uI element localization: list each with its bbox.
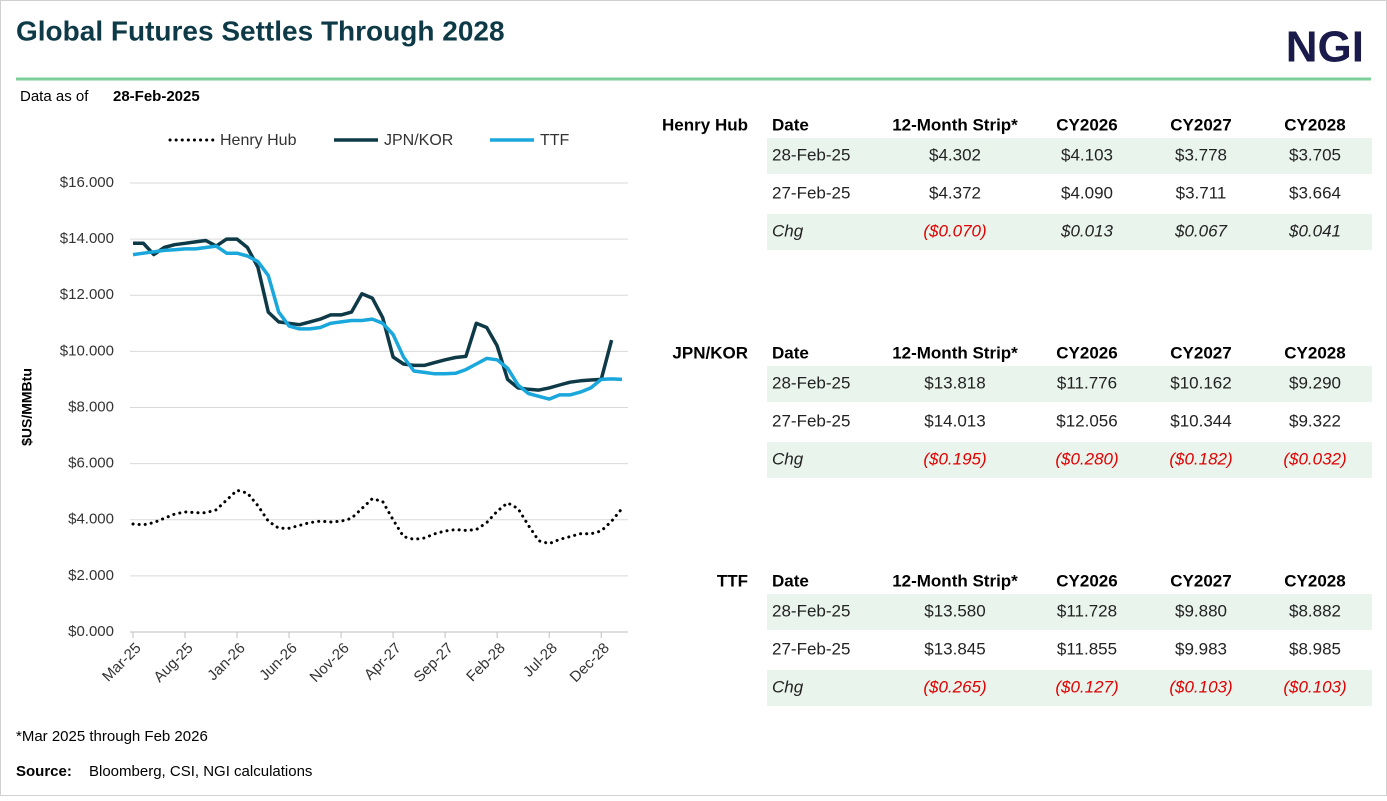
y-tick-label: $14.000 xyxy=(60,230,114,247)
table-header: CY2026 xyxy=(1056,115,1117,134)
table-cell: 27-Feb-25 xyxy=(772,639,850,658)
table-cell: 28-Feb-25 xyxy=(772,373,850,392)
table-header: CY2027 xyxy=(1170,571,1231,590)
table-cell: ($0.127) xyxy=(1055,677,1118,696)
table-cell: $9.290 xyxy=(1289,373,1341,392)
as-of-date: 28-Feb-2025 xyxy=(113,88,200,105)
y-tick-label: $16.000 xyxy=(60,174,114,191)
table-cell: $3.778 xyxy=(1175,145,1227,164)
row-shade xyxy=(767,138,1372,174)
table-cell: ($0.280) xyxy=(1055,449,1118,468)
table-cell: $14.013 xyxy=(924,411,985,430)
table-cell: $10.162 xyxy=(1170,373,1231,392)
y-tick-label: $2.000 xyxy=(68,567,114,584)
row-shade xyxy=(767,366,1372,402)
table-header: 12-Month Strip* xyxy=(892,571,1018,590)
table-cell: ($0.265) xyxy=(923,677,986,696)
title: Global Futures Settles Through 2028 xyxy=(16,15,505,46)
table-header: Date xyxy=(772,115,809,134)
table-cell: ($0.103) xyxy=(1283,677,1346,696)
source-label: Source: xyxy=(16,763,72,780)
table-cell: $4.372 xyxy=(929,183,981,202)
table-cell: $9.880 xyxy=(1175,601,1227,620)
y-tick-label: $12.000 xyxy=(60,286,114,303)
table-cell: $3.664 xyxy=(1289,183,1341,202)
series-line xyxy=(131,488,624,546)
table-header: CY2028 xyxy=(1284,115,1345,134)
logo: NGI xyxy=(1286,23,1364,72)
row-shade xyxy=(767,214,1372,250)
table-cell: $4.103 xyxy=(1061,145,1113,164)
source: Bloomberg, CSI, NGI calculations xyxy=(89,763,312,780)
y-tick-label: $10.000 xyxy=(60,342,114,359)
footnote: *Mar 2025 through Feb 2026 xyxy=(16,728,208,745)
table-header: Date xyxy=(772,343,809,362)
table-cell: $12.056 xyxy=(1056,411,1117,430)
series-line xyxy=(132,244,623,401)
table-cell: Chg xyxy=(772,449,804,468)
table-header: CY2028 xyxy=(1284,571,1345,590)
table-header: CY2027 xyxy=(1170,343,1231,362)
table-cell: ($0.103) xyxy=(1169,677,1232,696)
table-cell: $0.013 xyxy=(1060,221,1114,240)
y-tick-label: $4.000 xyxy=(68,511,114,528)
legend-label: TTF xyxy=(540,132,570,149)
row-shade xyxy=(767,442,1372,478)
y-axis-label: $US/MMBtu xyxy=(19,368,35,446)
y-tick-label: $8.000 xyxy=(68,398,114,415)
table-cell: $13.818 xyxy=(924,373,985,392)
table-header: CY2026 xyxy=(1056,343,1117,362)
table-cell: Chg xyxy=(772,677,804,696)
table-cell: $9.322 xyxy=(1289,411,1341,430)
table-cell: $4.302 xyxy=(929,145,981,164)
table-cell: $11.776 xyxy=(1057,373,1117,392)
row-shade xyxy=(767,594,1372,630)
table-header: CY2026 xyxy=(1056,571,1117,590)
table-cell: ($0.070) xyxy=(923,221,986,240)
table-cell: $8.882 xyxy=(1289,601,1341,620)
row-shade xyxy=(767,670,1372,706)
table-header: CY2028 xyxy=(1284,343,1345,362)
table-cell: $10.344 xyxy=(1170,411,1231,430)
table-cell: $13.845 xyxy=(924,639,985,658)
legend-label: JPN/KOR xyxy=(384,132,453,149)
table-cell: $3.705 xyxy=(1289,145,1341,164)
table-cell: 27-Feb-25 xyxy=(772,183,850,202)
table-header: CY2027 xyxy=(1170,115,1231,134)
table-cell: $9.983 xyxy=(1175,639,1227,658)
table-header: 12-Month Strip* xyxy=(892,343,1018,362)
y-tick-label: $6.000 xyxy=(68,455,114,472)
table-name: JPN/KOR xyxy=(672,343,748,362)
table-cell: $13.580 xyxy=(924,601,985,620)
table-cell: $8.985 xyxy=(1289,639,1341,658)
table-cell: 28-Feb-25 xyxy=(772,601,850,620)
table-cell: Chg xyxy=(772,221,804,240)
table-cell: $3.711 xyxy=(1176,183,1227,202)
table-cell: $0.067 xyxy=(1174,221,1228,240)
table-cell: 28-Feb-25 xyxy=(772,145,850,164)
table-header: 12-Month Strip* xyxy=(892,115,1018,134)
y-tick-label: $0.000 xyxy=(68,623,114,640)
legend-label: Henry Hub xyxy=(220,132,297,149)
series-line xyxy=(133,237,614,392)
as-of-label: Data as of xyxy=(20,88,89,105)
table-cell: ($0.032) xyxy=(1283,449,1346,468)
table-cell: $0.041 xyxy=(1288,221,1341,240)
table-header: Date xyxy=(772,571,809,590)
table-cell: $11.855 xyxy=(1057,639,1117,658)
table-name: Henry Hub xyxy=(662,115,748,134)
table-cell: ($0.195) xyxy=(923,449,986,468)
table-name: TTF xyxy=(717,571,748,590)
table-cell: $4.090 xyxy=(1061,183,1113,202)
table-cell: 27-Feb-25 xyxy=(772,411,850,430)
table-cell: ($0.182) xyxy=(1169,449,1232,468)
table-cell: $11.728 xyxy=(1057,601,1117,620)
